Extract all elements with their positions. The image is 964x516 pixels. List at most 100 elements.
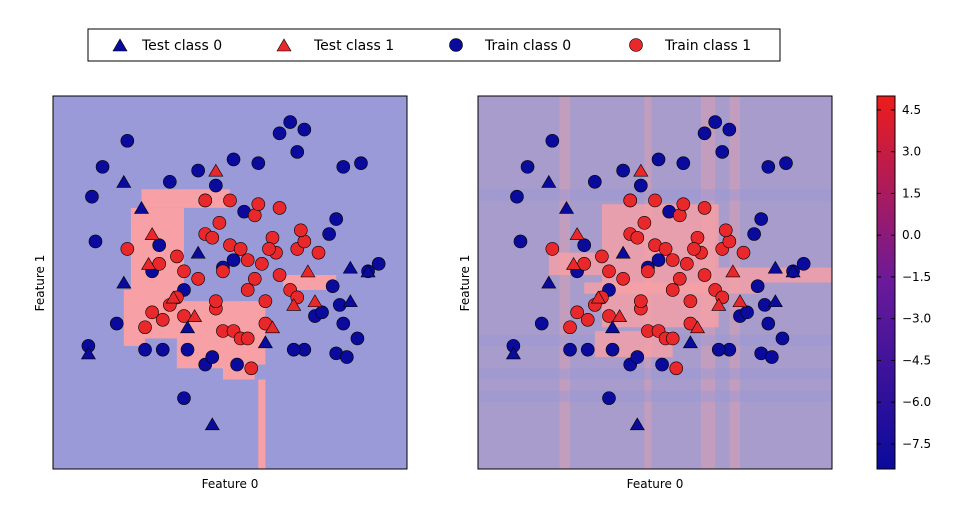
train-class-0-point: [545, 133, 560, 148]
train-class-0-point: [651, 152, 666, 167]
train-class-1-point: [240, 253, 255, 267]
legend-train-class-1-marker: [629, 38, 643, 52]
left-decision-regions: [53, 96, 407, 469]
test-class-1-point: [725, 264, 741, 278]
train-class-1-point: [244, 361, 259, 376]
train-class-0-point: [350, 331, 365, 346]
train-class-0-point: [88, 234, 103, 249]
colorbar-tick-label: 1.5: [902, 186, 921, 200]
train-class-1-point: [198, 193, 213, 208]
train-class-0-point: [163, 174, 177, 189]
train-class-1-point: [293, 223, 308, 238]
test-class-1-point: [144, 227, 160, 240]
train-class-1-point: [680, 257, 694, 271]
train-class-0-point: [191, 163, 205, 178]
train-class-0-point: [283, 115, 297, 129]
legend-item-test-class-1: Test class 1: [276, 38, 394, 54]
train-class-1-point: [272, 268, 287, 282]
train-class-0-point: [85, 189, 99, 204]
test-class-1-point: [300, 264, 316, 278]
train-class-1-point: [687, 242, 701, 256]
train-class-1-point: [718, 223, 733, 238]
colorbar-ticks: 4.5 3.0 1.5 0.0 −1.5 −3.0 −4.5 −6.0 −7.5: [877, 103, 931, 451]
train-class-1-point: [311, 245, 326, 260]
train-class-1-point: [665, 283, 680, 297]
legend-label: Test class 1: [313, 38, 394, 54]
train-class-1-point: [212, 216, 227, 230]
train-class-1-point: [683, 294, 698, 308]
train-class-1-point: [272, 201, 287, 215]
train-class-0-point: [796, 257, 811, 271]
test-class-0-point: [360, 264, 376, 278]
test-class-1-point: [732, 294, 748, 308]
train-class-0-point: [634, 178, 648, 193]
legend-frame: [87, 28, 781, 62]
train-class-1-point: [205, 230, 220, 245]
colorbar-tick-label: 3.0: [902, 145, 921, 159]
legend-label: Train class 1: [664, 38, 751, 54]
train-class-0-point: [340, 350, 354, 364]
train-class-0-point: [286, 342, 301, 357]
right-x-axis-label: Feature 0: [627, 477, 684, 491]
train-class-1-point: [251, 197, 266, 211]
legend-test-class-0-marker: [112, 38, 128, 52]
decision-band-vertical: [559, 96, 571, 469]
train-class-1-point: [152, 257, 166, 271]
train-class-0-point: [520, 160, 535, 174]
train-class-0-point: [120, 133, 135, 148]
train-class-1-point: [595, 249, 609, 264]
train-class-0-point: [722, 122, 737, 137]
test-class-0-point: [682, 335, 698, 349]
decision-positive-region: [718, 267, 832, 283]
train-class-0-point: [95, 160, 110, 174]
train-class-0-point: [155, 342, 170, 357]
legend-item-train-class-0: Train class 0: [449, 38, 571, 54]
train-class-0-point: [711, 342, 726, 357]
train-class-0-point: [251, 156, 266, 170]
colorbar-tick-label: −6.0: [902, 395, 931, 409]
train-class-1-point: [262, 242, 276, 256]
train-class-0-point: [226, 152, 241, 167]
right-y-axis-label: Feature 1: [458, 255, 472, 312]
train-class-1-point: [155, 312, 170, 327]
test-class-0-point: [342, 260, 358, 274]
left-plot: Feature 0 Feature 1: [33, 95, 408, 491]
test-class-0-point: [629, 417, 645, 431]
train-class-0-point: [605, 342, 620, 357]
train-class-0-point: [754, 212, 769, 226]
right-data-points: [505, 115, 811, 431]
train-class-0-point: [152, 238, 166, 252]
region-class-0: [53, 96, 407, 469]
train-class-0-point: [708, 115, 722, 129]
decision-band-horizontal: [478, 368, 832, 380]
test-class-0-point: [615, 245, 631, 259]
train-class-1-point: [545, 242, 560, 256]
train-class-1-point: [233, 242, 248, 256]
left-y-axis-label: Feature 1: [33, 255, 47, 312]
test-class-0-point: [80, 346, 96, 360]
region-class-1: [145, 207, 149, 264]
test-class-1-point: [141, 256, 157, 270]
train-class-1-point: [138, 320, 152, 335]
test-class-1-point: [633, 163, 649, 177]
test-class-0-point: [767, 294, 783, 308]
train-class-1-point: [240, 331, 255, 346]
train-class-0-point: [715, 145, 730, 159]
test-class-1-point: [208, 163, 224, 177]
test-class-0-point: [133, 201, 150, 214]
right-plot: Feature 0 Feature 1: [458, 95, 833, 491]
test-class-0-point: [604, 320, 621, 334]
train-class-1-point: [223, 193, 237, 208]
test-class-0-point: [767, 260, 783, 274]
region-class-1: [123, 289, 146, 346]
train-class-1-point: [209, 294, 223, 308]
colorbar-tick-label: −1.5: [902, 270, 931, 284]
train-class-0-point: [577, 238, 592, 252]
train-class-0-point: [510, 189, 524, 204]
legend-test-class-1-marker: [276, 38, 292, 52]
test-class-0-point: [179, 320, 196, 334]
train-class-1-point: [736, 245, 751, 260]
test-class-0-point: [785, 264, 801, 278]
train-class-0-point: [761, 160, 776, 174]
train-class-0-point: [580, 342, 595, 357]
